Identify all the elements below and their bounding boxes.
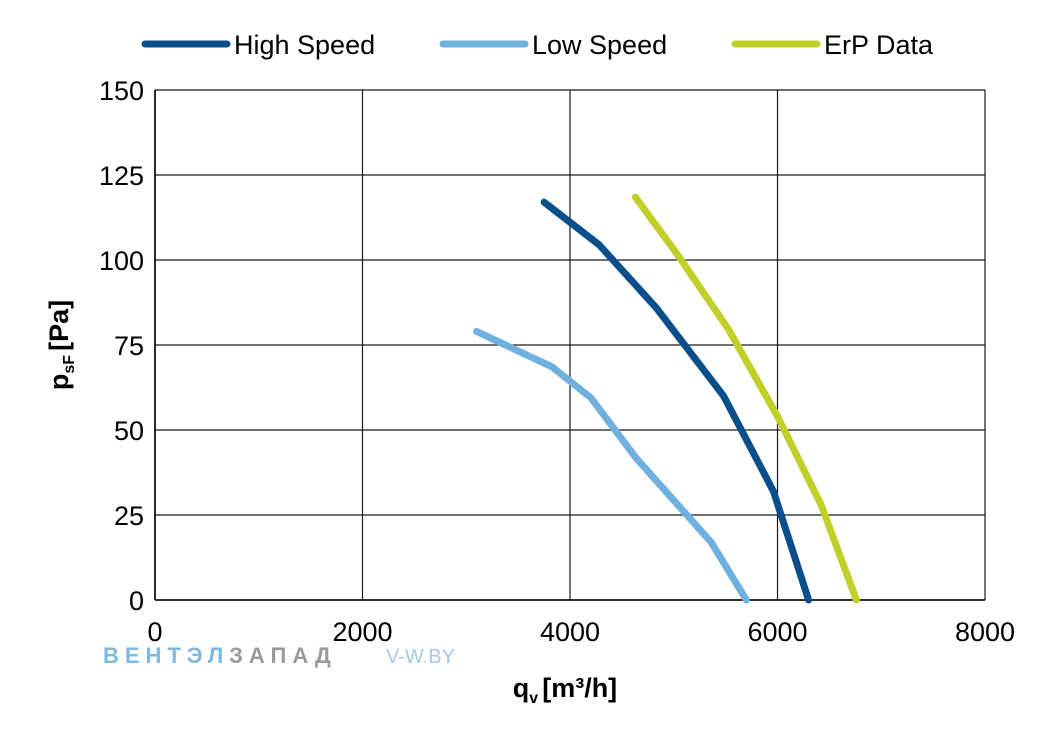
y-tick-label: 50	[114, 416, 144, 446]
y-axis-ticks: 0 25 50 75 100 125 150	[99, 76, 144, 616]
x-tick-label: 8000	[955, 617, 1015, 647]
x-tick-label: 2000	[332, 617, 392, 647]
series-line-high-speed	[540, 198, 813, 604]
x-tick-label: 4000	[540, 617, 600, 647]
x-tick-label: 6000	[747, 617, 807, 647]
watermark: ВЕНТЭЛЗАПАД V-W.BY	[103, 643, 455, 668]
watermark-brand-part2: ЗАПАД	[229, 643, 337, 668]
y-tick-label: 25	[114, 501, 144, 531]
legend-label: ErP Data	[824, 30, 934, 60]
y-tick-label: 125	[99, 161, 144, 191]
series-line-low-speed	[473, 327, 750, 604]
x-axis-ticks: 0 2000 4000 6000 8000	[147, 617, 1015, 647]
chart-grid	[154, 89, 986, 601]
legend-label: High Speed	[234, 30, 375, 60]
chart-series	[473, 193, 860, 604]
y-axis-label: psF[Pa]	[44, 300, 78, 390]
watermark-site: V-W.BY	[386, 646, 455, 668]
x-tick-label: 0	[147, 617, 162, 647]
y-tick-label: 75	[114, 331, 144, 361]
y-tick-label: 150	[99, 76, 144, 106]
legend-label: Low Speed	[532, 30, 667, 60]
y-tick-label: 100	[99, 246, 144, 276]
watermark-brand-part1: ВЕНТЭЛ	[103, 643, 229, 668]
x-axis-label: qv [m³/h]	[513, 673, 617, 707]
series-line-erp-data	[631, 193, 860, 604]
svg-text:ВЕНТЭЛЗАПАД: ВЕНТЭЛЗАПАД	[103, 643, 337, 668]
y-tick-label: 0	[129, 586, 144, 616]
chart-legend: High Speed Low Speed ErP Data	[141, 30, 934, 60]
